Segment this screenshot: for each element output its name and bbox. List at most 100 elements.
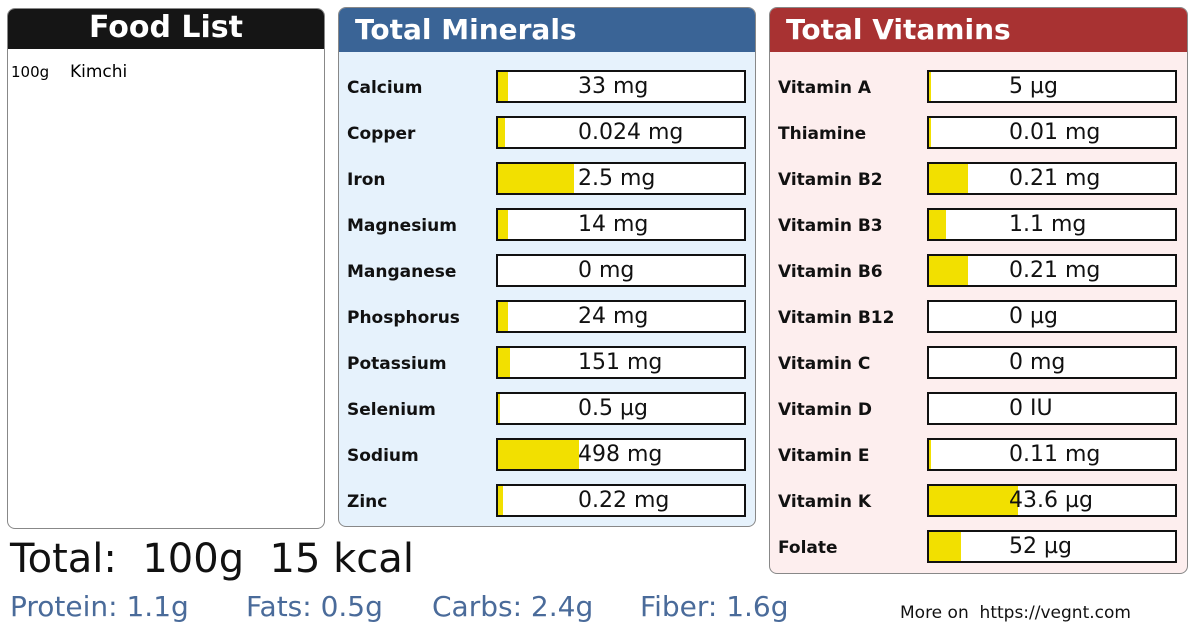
totals-weight: 100g: [142, 536, 245, 582]
row-label: Sodium: [347, 446, 419, 466]
totals: Total: 100g 15 kcal: [10, 536, 414, 582]
fill-bar: [929, 440, 932, 469]
amount: 0.21 mg: [1009, 166, 1101, 191]
bar-box: 52 µg: [927, 530, 1177, 563]
footer-link[interactable]: https://vegnt.com: [979, 603, 1131, 623]
bar-box: 0.21 mg: [927, 254, 1177, 287]
totals-energy: 15 kcal: [269, 536, 414, 582]
amount: 0.5 µg: [578, 396, 648, 421]
row-label: Vitamin C: [778, 354, 871, 374]
macro: Carbs: 2.4g: [432, 590, 594, 623]
macro: Protein: 1.1g: [10, 590, 189, 623]
fill-bar: [498, 348, 511, 377]
row-label: Calcium: [347, 78, 423, 98]
row-label: Folate: [778, 538, 838, 558]
row-label: Phosphorus: [347, 308, 460, 328]
item-amount: 100g: [11, 63, 50, 81]
bar-box: 0.11 mg: [927, 438, 1177, 471]
row-label: Vitamin D: [778, 400, 872, 420]
amount: 0 mg: [1009, 350, 1066, 375]
food-list-title: Food List: [8, 9, 324, 49]
row-label: Potassium: [347, 354, 447, 374]
minerals-panel: Total Minerals Calcium 33 mg Copper 0.024 m…: [338, 7, 756, 527]
fill-bar: [929, 532, 961, 561]
amount: 498 mg: [578, 442, 663, 467]
row-label: Copper: [347, 124, 416, 144]
amount: 2.5 mg: [578, 166, 656, 191]
fill-bar: [498, 72, 508, 101]
fill-bar: [498, 440, 580, 469]
fill-bar: [498, 302, 508, 331]
fill-bar: [498, 486, 503, 515]
macro: Fiber: 1.6g: [640, 590, 789, 623]
amount: 0 IU: [1009, 396, 1053, 421]
amount: 24 mg: [578, 304, 649, 329]
row-label: Vitamin A: [778, 78, 872, 98]
bar-box: 151 mg: [496, 346, 746, 379]
bar-box: 0.22 mg: [496, 484, 746, 517]
row-label: Vitamin B3: [778, 216, 883, 236]
amount: 0.21 mg: [1009, 258, 1101, 283]
bar-box: 0.21 mg: [927, 162, 1177, 195]
bar-box: 1.1 mg: [927, 208, 1177, 241]
fill-bar: [498, 210, 508, 239]
row-label: Vitamin B12: [778, 308, 895, 328]
food-list-panel: Food List 100g Kimchi: [7, 8, 325, 529]
bar-box: 498 mg: [496, 438, 746, 471]
item-name: Kimchi: [70, 62, 128, 82]
amount: 5 µg: [1009, 74, 1058, 99]
row-label: Vitamin K: [778, 492, 872, 512]
fill-bar: [929, 164, 969, 193]
bar-box: 24 mg: [496, 300, 746, 333]
amount: 0.01 mg: [1009, 120, 1101, 145]
bar-box: 0 IU: [927, 392, 1177, 425]
fill-bar: [929, 256, 969, 285]
bar-box: 33 mg: [496, 70, 746, 103]
amount: 43.6 µg: [1009, 488, 1093, 513]
macro: Fats: 0.5g: [246, 590, 383, 623]
bar-box: 0 mg: [496, 254, 746, 287]
amount: 0.22 mg: [578, 488, 670, 513]
fill-bar: [929, 72, 932, 101]
amount: 33 mg: [578, 74, 649, 99]
totals-label: Total:: [10, 536, 117, 582]
bar-box: 0.024 mg: [496, 116, 746, 149]
row-label: Zinc: [347, 492, 388, 512]
bar-box: 14 mg: [496, 208, 746, 241]
fill-bar: [929, 486, 1018, 515]
row-label: Magnesium: [347, 216, 457, 236]
fill-bar: [929, 118, 932, 147]
amount: 0 µg: [1009, 304, 1058, 329]
amount: 1.1 mg: [1009, 212, 1087, 237]
amount: 0.024 mg: [578, 120, 684, 145]
row-label: Vitamin E: [778, 446, 870, 466]
fill-bar: [498, 394, 501, 423]
fill-bar: [498, 118, 506, 147]
bar-box: 0 µg: [927, 300, 1177, 333]
bar-box: 0 mg: [927, 346, 1177, 379]
amount: 0.11 mg: [1009, 442, 1101, 467]
row-label: Manganese: [347, 262, 457, 282]
footer: More on https://vegnt.com: [900, 603, 1131, 623]
bar-box: 0.01 mg: [927, 116, 1177, 149]
fill-bar: [498, 164, 575, 193]
row-label: Vitamin B6: [778, 262, 883, 282]
row-label: Vitamin B2: [778, 170, 883, 190]
bar-box: 0.5 µg: [496, 392, 746, 425]
row-label: Thiamine: [778, 124, 867, 144]
footer-prefix: More on: [900, 603, 969, 623]
amount: 52 µg: [1009, 534, 1072, 559]
row-label: Iron: [347, 170, 386, 190]
vitamins-panel: Total Vitamins Vitamin A 5 µg Thiamine 0.01…: [769, 7, 1188, 574]
amount: 0 mg: [578, 258, 635, 283]
row-label: Selenium: [347, 400, 436, 420]
amount: 151 mg: [578, 350, 663, 375]
fill-bar: [929, 210, 947, 239]
bar-box: 5 µg: [927, 70, 1177, 103]
minerals-title: Total Minerals: [339, 8, 755, 52]
amount: 14 mg: [578, 212, 649, 237]
bar-box: 43.6 µg: [927, 484, 1177, 517]
vitamins-title: Total Vitamins: [770, 8, 1187, 52]
bar-box: 2.5 mg: [496, 162, 746, 195]
